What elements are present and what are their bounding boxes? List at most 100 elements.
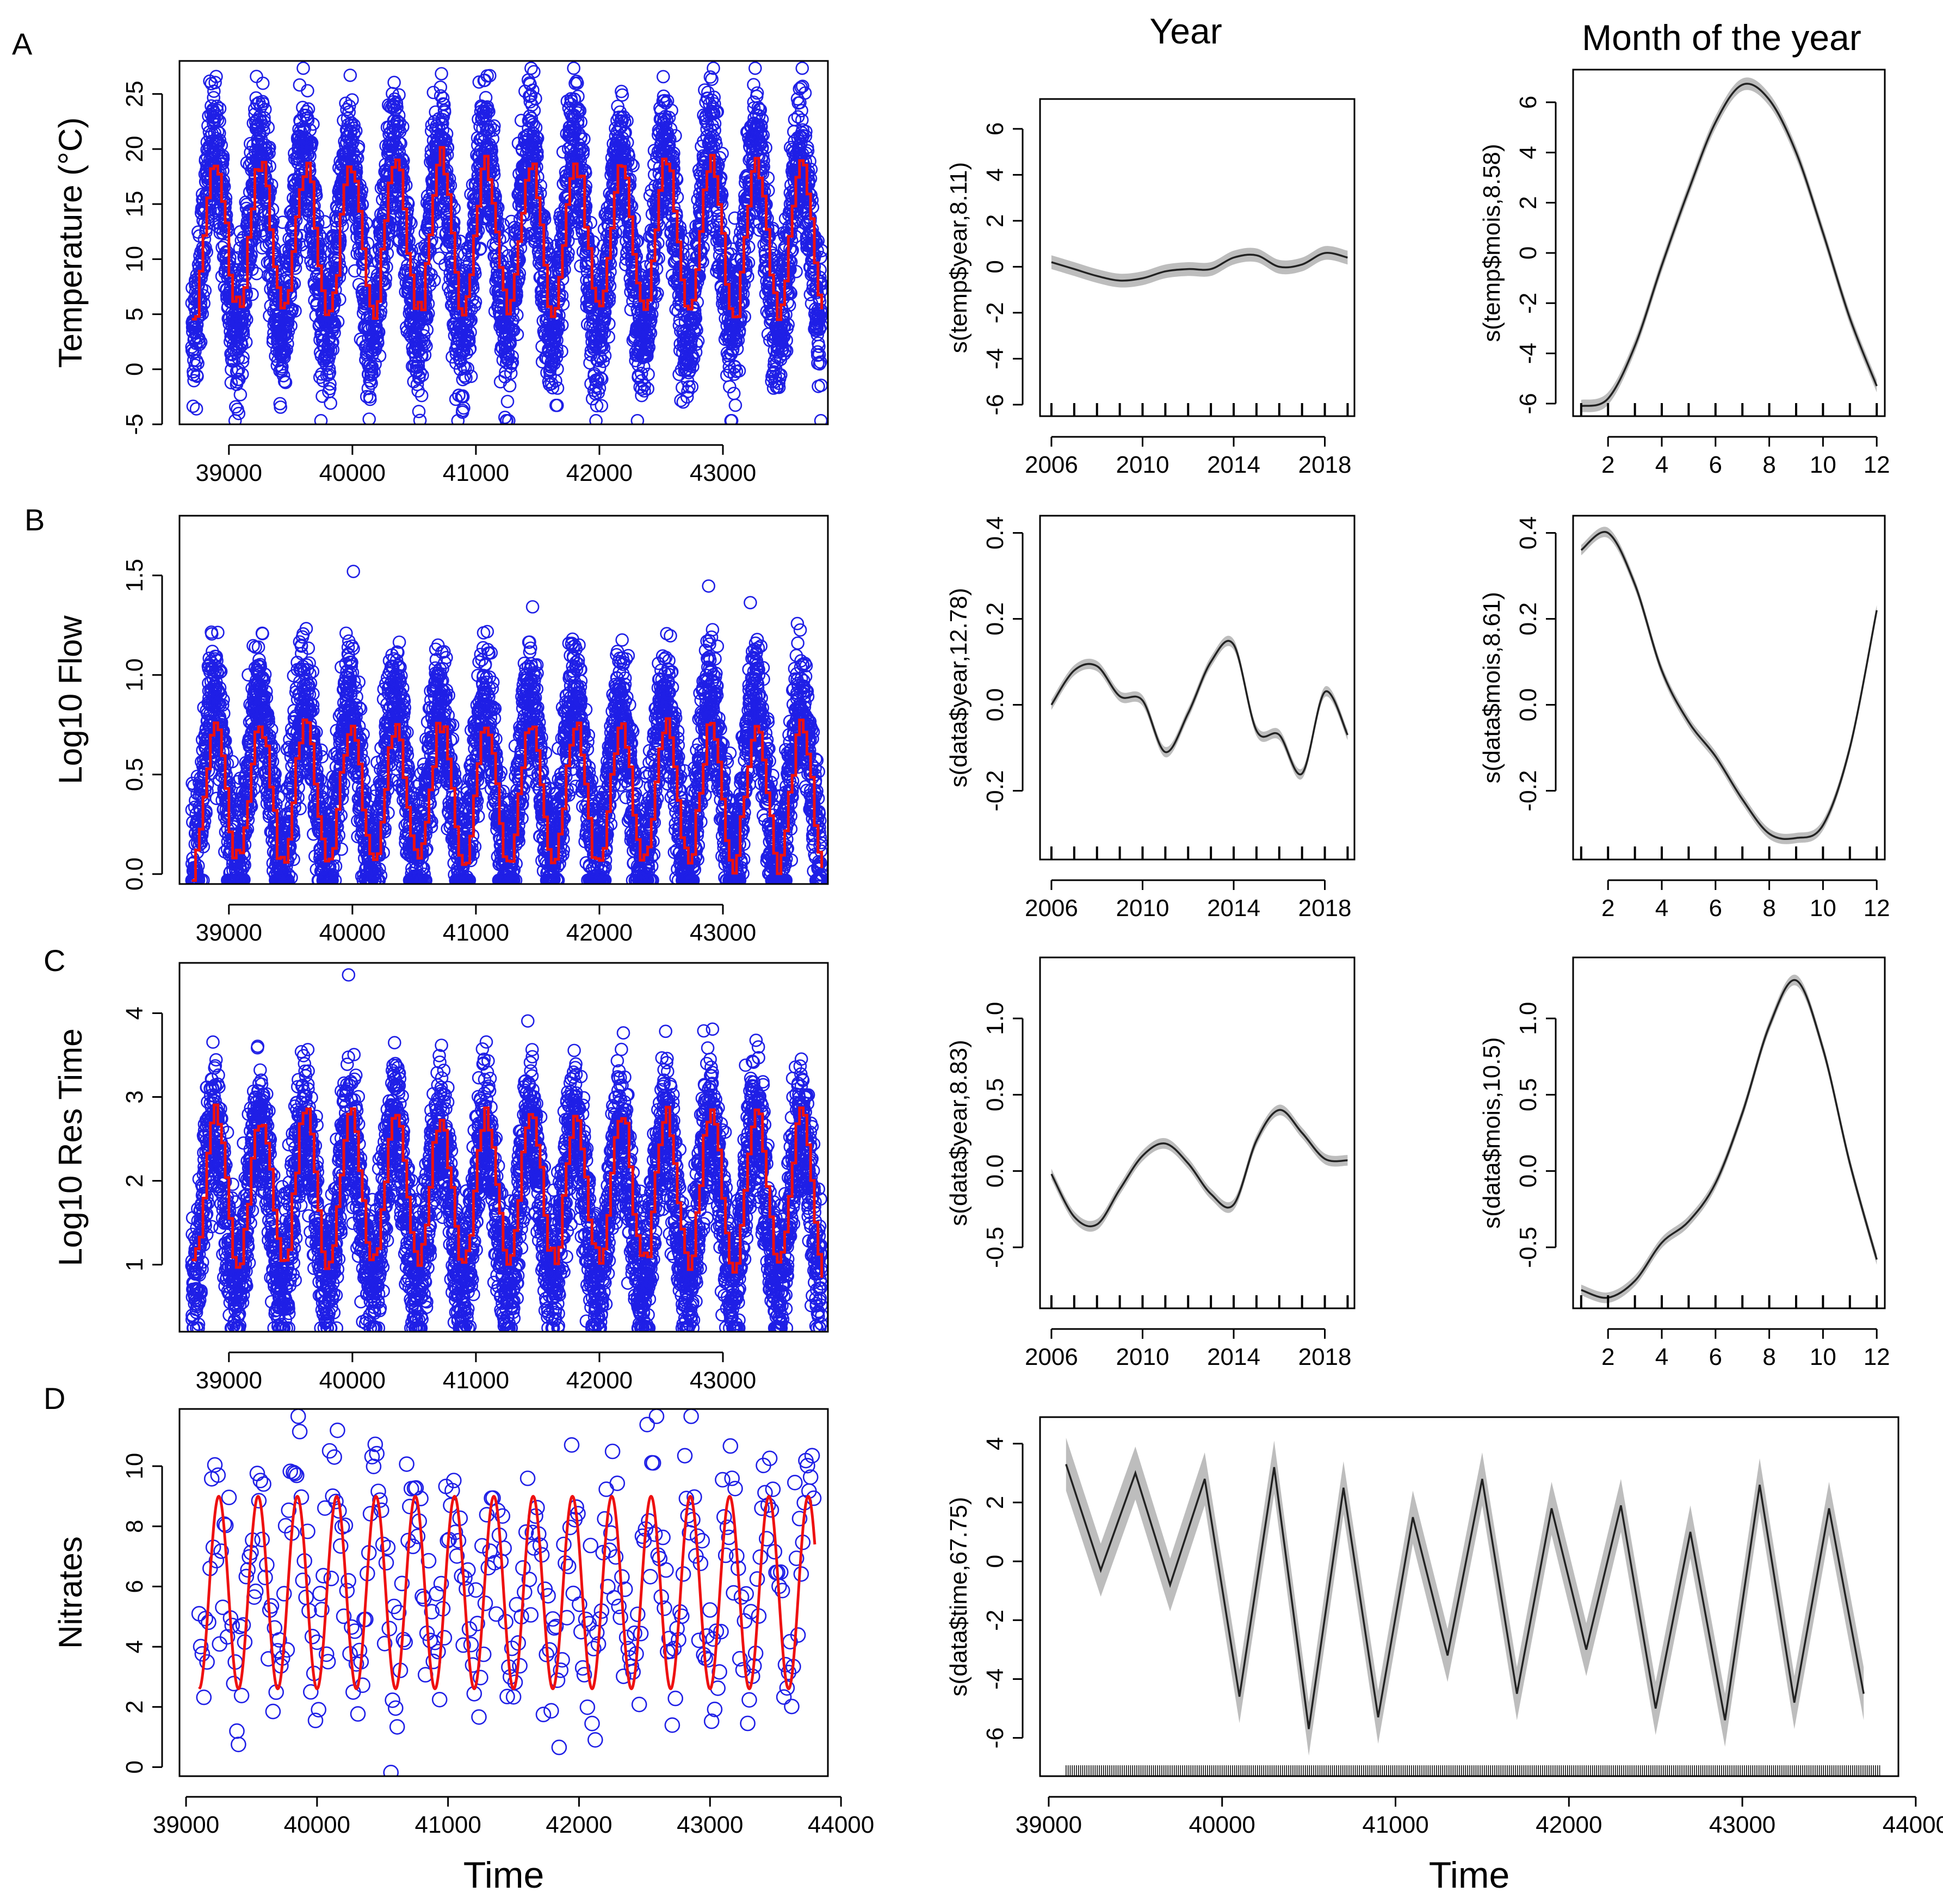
data-point xyxy=(351,139,366,153)
data-point xyxy=(529,92,542,106)
data-point xyxy=(239,312,253,326)
data-point xyxy=(368,357,382,371)
data-point xyxy=(262,146,276,160)
data-point xyxy=(524,61,538,75)
data-point xyxy=(236,350,250,364)
data-point xyxy=(224,376,238,390)
data-point xyxy=(277,350,291,364)
data-point xyxy=(232,406,246,421)
data-point xyxy=(249,226,262,240)
data-point xyxy=(339,96,352,110)
data-point xyxy=(487,123,500,137)
data-point xyxy=(423,278,437,292)
data-point xyxy=(203,203,217,217)
data-point xyxy=(434,89,448,103)
data-point xyxy=(197,296,211,311)
data-point xyxy=(456,390,470,404)
data-point xyxy=(266,214,280,228)
data-point xyxy=(447,215,461,230)
data-point xyxy=(189,402,203,416)
data-point xyxy=(347,127,361,141)
data-point xyxy=(357,246,371,260)
data-point xyxy=(395,120,410,134)
data-point xyxy=(479,101,493,115)
data-point xyxy=(447,201,461,215)
data-point xyxy=(429,105,443,119)
data-point xyxy=(482,104,496,119)
data-point xyxy=(263,159,277,174)
data-point xyxy=(327,294,342,308)
data-point xyxy=(342,99,356,113)
data-point xyxy=(525,98,539,112)
data-point xyxy=(347,118,361,132)
data-point xyxy=(414,388,429,403)
panel-letter-c: C xyxy=(44,943,65,978)
data-point xyxy=(567,61,580,75)
data-point xyxy=(356,264,370,278)
data-point xyxy=(257,123,270,138)
data-point xyxy=(394,137,407,151)
data-point xyxy=(355,183,369,197)
data-point xyxy=(288,261,302,275)
data-point xyxy=(343,69,357,82)
data-point xyxy=(245,287,259,301)
data-point xyxy=(491,201,505,214)
data-point xyxy=(309,189,323,202)
data-point xyxy=(365,367,379,381)
data-point xyxy=(459,371,473,385)
data-point xyxy=(268,250,282,264)
data-point xyxy=(500,394,515,409)
data-point xyxy=(348,264,362,278)
data-point xyxy=(411,384,425,398)
data-point xyxy=(194,335,208,349)
data-point xyxy=(208,76,222,89)
data-point xyxy=(300,104,313,119)
data-point xyxy=(427,273,441,287)
data-point xyxy=(420,312,434,326)
data-point xyxy=(506,313,520,327)
data-point xyxy=(200,245,214,259)
data-point xyxy=(328,318,342,331)
data-point xyxy=(349,124,363,138)
data-point xyxy=(197,232,212,246)
data-point xyxy=(363,392,377,406)
data-point xyxy=(256,76,270,90)
panel-letter-d: D xyxy=(44,1381,65,1415)
data-point xyxy=(461,361,475,375)
data-point xyxy=(345,93,359,107)
data-point xyxy=(279,375,293,390)
data-point xyxy=(367,365,381,379)
data-point xyxy=(323,381,337,395)
data-point xyxy=(526,83,540,97)
data-point xyxy=(314,414,328,424)
data-point xyxy=(486,132,500,146)
data-point xyxy=(342,105,356,119)
data-point xyxy=(207,91,221,104)
data-point xyxy=(274,400,288,414)
plot-marks xyxy=(185,61,828,424)
data-point xyxy=(293,78,307,92)
data-point xyxy=(507,323,521,337)
data-point xyxy=(420,323,434,337)
data-point xyxy=(313,251,327,265)
data-point xyxy=(262,140,276,154)
data-point xyxy=(215,157,230,171)
data-point xyxy=(277,374,292,388)
data-point xyxy=(485,153,499,166)
data-point xyxy=(370,330,384,344)
data-point xyxy=(468,295,482,309)
data-point xyxy=(281,317,295,330)
data-point xyxy=(466,281,480,295)
data-point xyxy=(216,173,230,187)
data-point xyxy=(284,319,298,333)
data-point xyxy=(505,350,519,363)
data-point xyxy=(479,109,493,123)
data-point xyxy=(424,226,438,240)
data-point xyxy=(795,61,809,75)
data-point xyxy=(335,219,349,233)
data-point xyxy=(278,345,292,358)
data-point xyxy=(393,116,407,130)
data-point xyxy=(261,120,275,134)
column-title-month: Month of the year xyxy=(1582,17,1861,58)
